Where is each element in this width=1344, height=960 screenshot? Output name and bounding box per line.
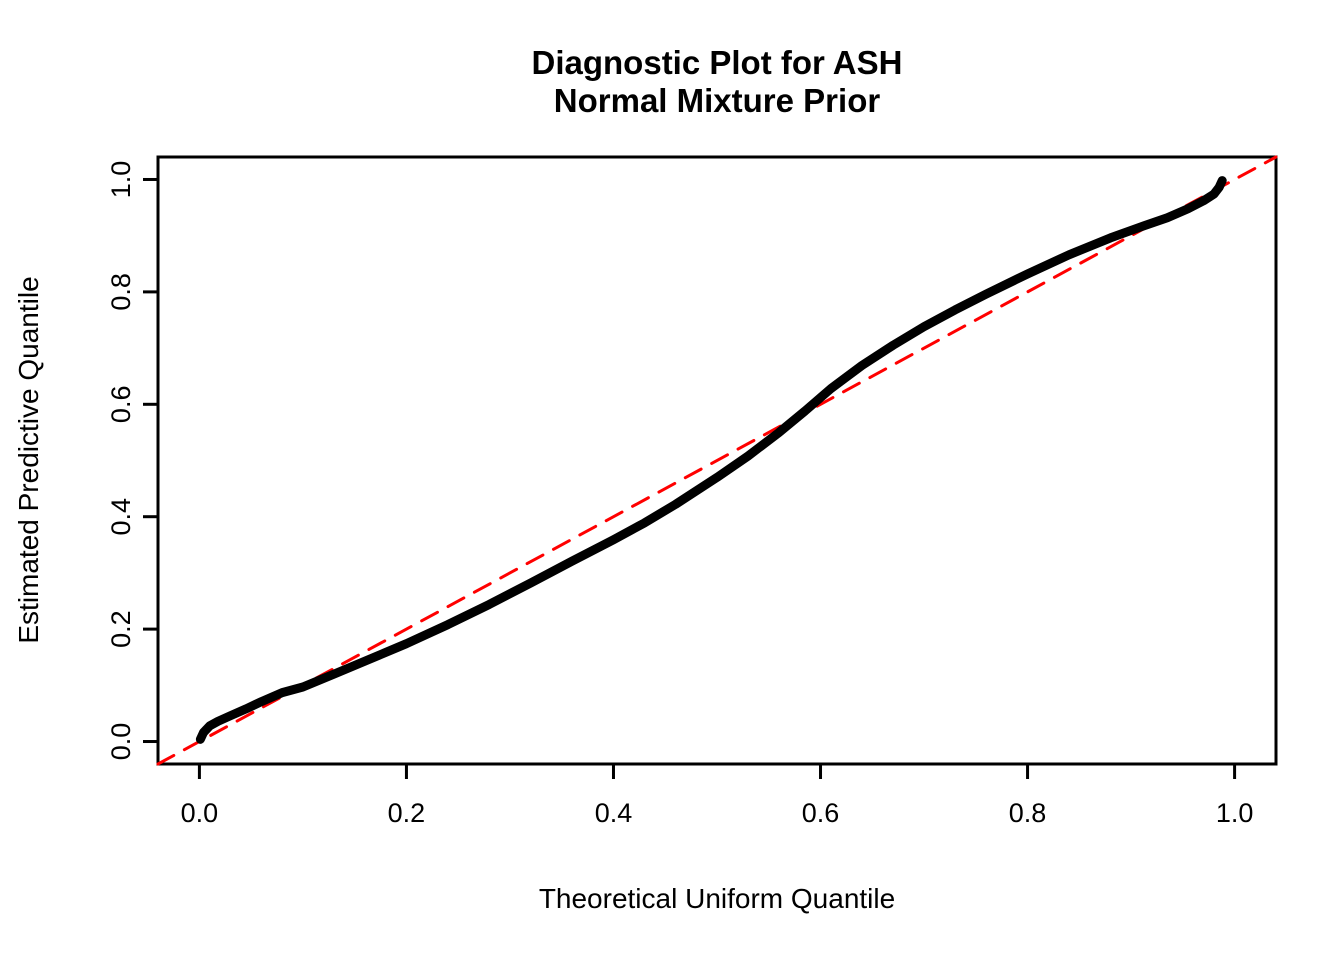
series-layer (156, 155, 1278, 766)
y-tick-label: 1.0 (106, 161, 136, 199)
y-tick-label: 0.0 (106, 723, 136, 761)
chart-title-line1: Diagnostic Plot for ASH (532, 44, 903, 81)
x-tick-label: 0.2 (388, 798, 426, 828)
x-tick-label: 1.0 (1216, 798, 1254, 828)
plot-box (156, 155, 1278, 766)
x-axis-title: Theoretical Uniform Quantile (539, 883, 895, 914)
x-tick-label: 0.6 (802, 798, 840, 828)
x-tick-label: 0.0 (181, 798, 219, 828)
y-axis-ticks: 0.0 0.2 0.4 0.6 0.8 1.0 (106, 161, 158, 761)
y-tick-label: 0.6 (106, 386, 136, 424)
y-axis-title: Estimated Predictive Quantile (13, 276, 44, 643)
x-axis-ticks: 0.0 0.2 0.4 0.6 0.8 1.0 (181, 764, 1254, 828)
y-tick-label: 0.8 (106, 273, 136, 311)
y-tick-label: 0.4 (106, 498, 136, 536)
x-tick-label: 0.8 (1009, 798, 1047, 828)
estimated-predictive-quantile-curve (195, 176, 1227, 744)
identity-reference-line (156, 155, 1278, 766)
chart-title-line2: Normal Mixture Prior (554, 82, 881, 119)
x-tick-label: 0.4 (595, 798, 633, 828)
y-tick-label: 0.2 (106, 610, 136, 648)
